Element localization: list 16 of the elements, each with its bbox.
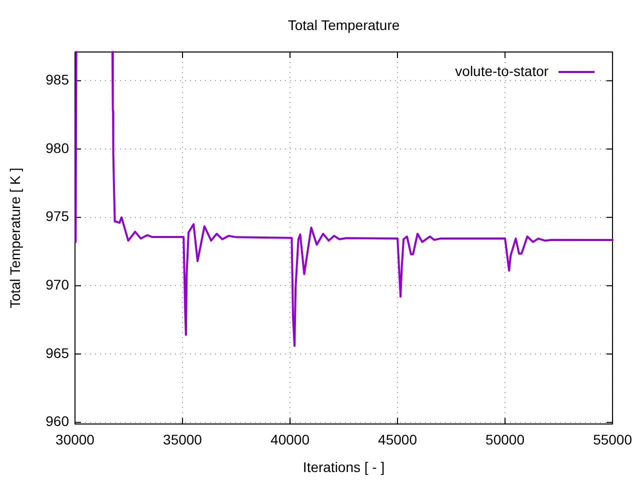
y-tick-label: 970 [46,276,70,293]
y-axis-title: Total Temperature [ K ] [6,168,23,308]
y-tick-label: 960 [46,413,70,430]
x-tick-label: 55000 [593,431,632,448]
y-tick-label: 975 [46,208,70,224]
x-tick-label: 50000 [486,431,525,448]
y-tick-label: 985 [46,72,70,88]
chart-title: Total Temperature [288,16,400,33]
x-tick-label: 45000 [378,431,418,448]
x-tick-label: 35000 [163,431,202,448]
x-axis-title: Iterations [ - ] [302,458,385,475]
y-tick-label: 980 [46,140,70,156]
y-tick-label: 965 [46,344,70,361]
legend-label: volute-to-stator [455,62,549,79]
x-tick-label: 30000 [56,431,95,448]
x-tick-label: 40000 [270,431,310,448]
